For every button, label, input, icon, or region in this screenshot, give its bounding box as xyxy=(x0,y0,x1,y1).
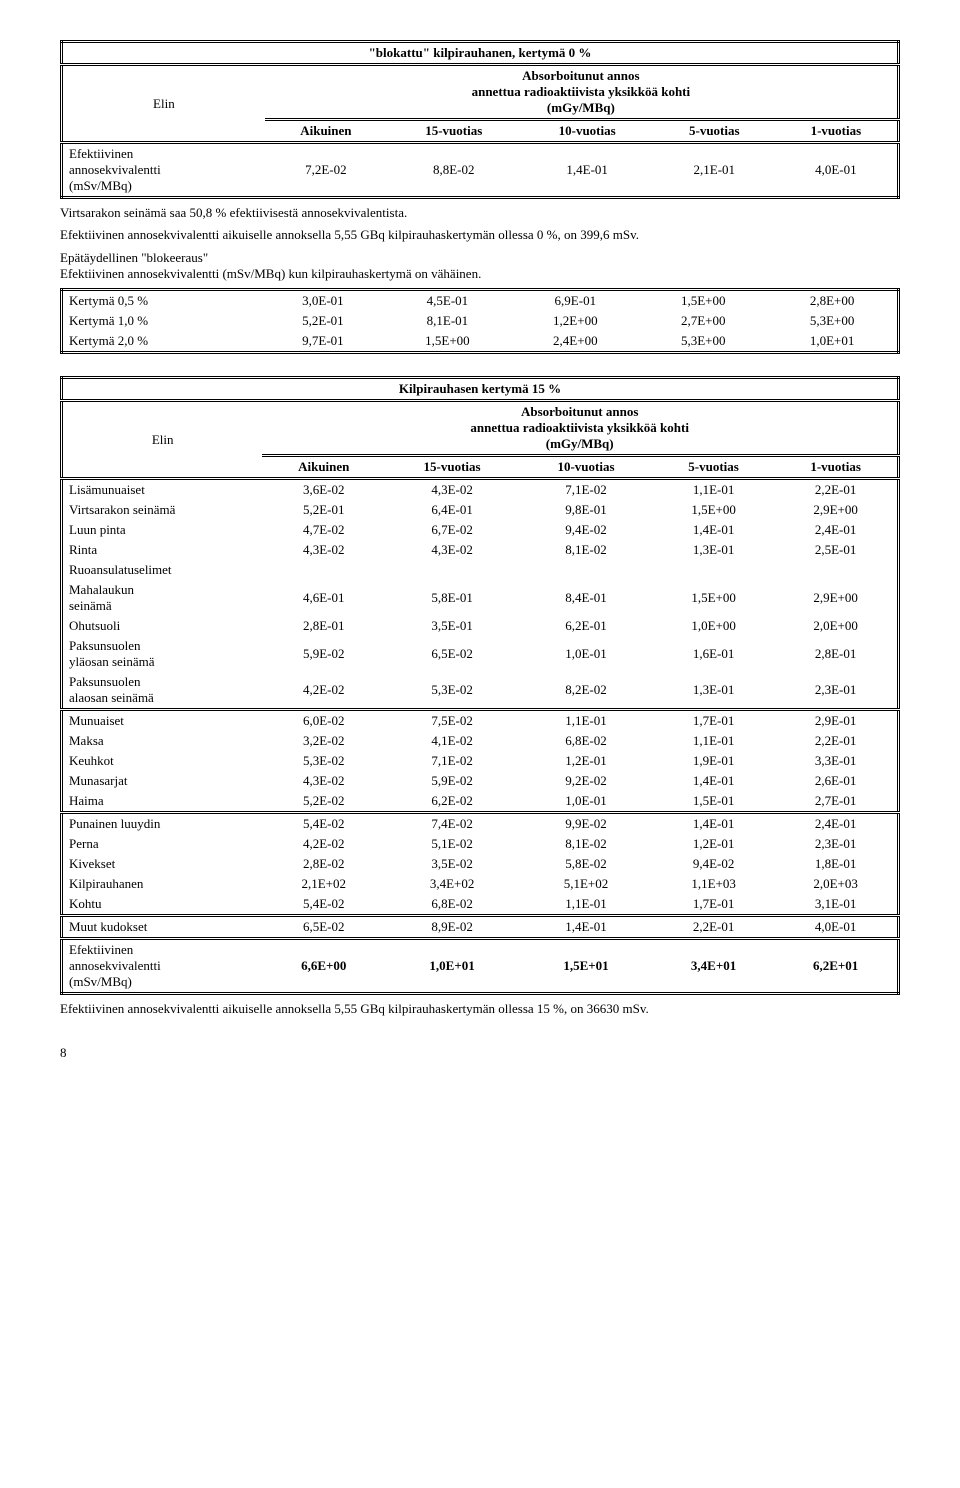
table-row: Efektiivinen annosekvivalentti (mSv/MBq)… xyxy=(62,940,899,994)
table-row: Efektiivinen annosekvivalentti (mSv/MBq)… xyxy=(62,143,899,198)
table-row: Munuaiset6,0E-027,5E-021,1E-011,7E-012,9… xyxy=(62,711,899,731)
table-kertyma: Kertymä 0,5 % 3,0E-01 4,5E-01 6,9E-01 1,… xyxy=(60,288,900,354)
abs-sub: annettua radioaktiivista yksikköä kohti xyxy=(271,84,891,100)
table-row: Punainen luuydin5,4E-027,4E-029,9E-021,4… xyxy=(62,814,899,834)
table-row: Paksunsuolenyläosan seinämä5,9E-026,5E-0… xyxy=(62,636,899,672)
table-row: Kertymä 2,0 % 9,7E-01 1,5E+00 2,4E+00 5,… xyxy=(62,331,899,353)
page-number: 8 xyxy=(60,1045,900,1061)
table1-title: "blokattu" kilpirauhanen, kertymä 0 % xyxy=(62,42,899,65)
table-row: Paksunsuolenalaosan seinämä4,2E-025,3E-0… xyxy=(62,672,899,710)
abs-title: Absorboitunut annos xyxy=(271,68,891,84)
table-row: Kertymä 1,0 % 5,2E-01 8,1E-01 1,2E+00 2,… xyxy=(62,311,899,331)
table-row: Ohutsuoli2,8E-013,5E-016,2E-011,0E+002,0… xyxy=(62,616,899,636)
table-row: Ruoansulatuselimet xyxy=(62,560,899,580)
paragraph: Efektiivinen annosekvivalentti aikuisell… xyxy=(60,227,900,243)
table-row: Maksa3,2E-024,1E-026,8E-021,1E-012,2E-01 xyxy=(62,731,899,751)
table-row: Munasarjat4,3E-025,9E-029,2E-021,4E-012,… xyxy=(62,771,899,791)
table3-title: Kilpirauhasen kertymä 15 % xyxy=(62,378,899,401)
table-thyroid-15: Kilpirauhasen kertymä 15 % Elin Absorboi… xyxy=(60,376,900,995)
table-row: Kohtu5,4E-026,8E-021,1E-011,7E-013,1E-01 xyxy=(62,894,899,916)
paragraph: Virtsarakon seinämä saa 50,8 % efektiivi… xyxy=(60,205,900,221)
table-row: Luun pinta4,7E-026,7E-029,4E-021,4E-012,… xyxy=(62,520,899,540)
table-row: Kertymä 0,5 % 3,0E-01 4,5E-01 6,9E-01 1,… xyxy=(62,290,899,312)
table-row: Perna4,2E-025,1E-028,1E-021,2E-012,3E-01 xyxy=(62,834,899,854)
table-row: Rinta4,3E-024,3E-028,1E-021,3E-012,5E-01 xyxy=(62,540,899,560)
table-row: Lisämunuaiset3,6E-024,3E-027,1E-021,1E-0… xyxy=(62,479,899,501)
table-row: Haima5,2E-026,2E-021,0E-011,5E-012,7E-01 xyxy=(62,791,899,813)
table-row: Kilpirauhanen2,1E+023,4E+025,1E+021,1E+0… xyxy=(62,874,899,894)
col-elin: Elin xyxy=(62,65,265,143)
table-row: Keuhkot5,3E-027,1E-021,2E-011,9E-013,3E-… xyxy=(62,751,899,771)
abs-unit: (mGy/MBq) xyxy=(271,100,891,116)
paragraph: Efektiivinen annosekvivalentti aikuisell… xyxy=(60,1001,900,1017)
table-row: Kivekset2,8E-023,5E-025,8E-029,4E-021,8E… xyxy=(62,854,899,874)
table-row: Virtsarakon seinämä5,2E-016,4E-019,8E-01… xyxy=(62,500,899,520)
paragraph: Epätäydellinen "blokeeraus" Efektiivinen… xyxy=(60,250,900,283)
table-row: Muut kudokset6,5E-028,9E-021,4E-012,2E-0… xyxy=(62,917,899,939)
table-row: Mahalaukunseinämä4,6E-015,8E-018,4E-011,… xyxy=(62,580,899,616)
table-blocked-thyroid: "blokattu" kilpirauhanen, kertymä 0 % El… xyxy=(60,40,900,199)
